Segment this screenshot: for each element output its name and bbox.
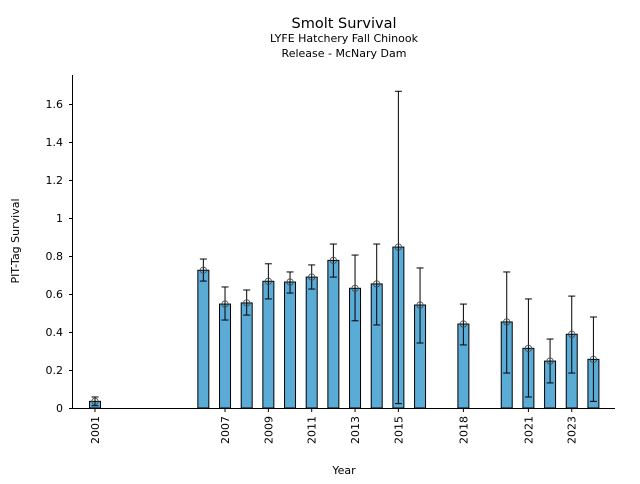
point-marker-2009	[264, 277, 272, 285]
x-tick-label: 2001	[89, 416, 102, 444]
y-tick-label: 1.2	[46, 174, 64, 187]
point-marker-2012	[329, 256, 337, 264]
y-tick-label: 1.6	[46, 98, 64, 111]
point-marker-2016	[416, 301, 424, 309]
x-tick-label: 2009	[262, 416, 275, 444]
point-marker-2024	[589, 355, 598, 363]
y-tick-label: 0.8	[46, 250, 64, 263]
point-marker-2020	[503, 318, 511, 326]
x-tick-label: 2013	[349, 416, 362, 444]
y-tick-label: 0	[56, 402, 63, 415]
y-tick-label: 0.4	[46, 326, 64, 339]
chart-title: Smolt Survival	[292, 16, 397, 32]
point-marker-2001	[91, 397, 99, 405]
chart-subtitle-line-1: LYFE Hatchery Fall Chinook	[270, 32, 419, 45]
point-marker-2021	[524, 344, 533, 352]
point-marker-2008	[243, 299, 251, 307]
point-marker-2023	[568, 330, 576, 338]
x-tick-label: 2018	[457, 416, 470, 444]
y-tick-label: 1.4	[46, 136, 64, 149]
x-tick-label: 2011	[306, 416, 319, 444]
point-marker-2007	[221, 300, 229, 308]
x-tick-label: 2021	[522, 416, 535, 444]
point-marker-2014	[373, 280, 381, 288]
x-tick-label: 2015	[392, 416, 405, 444]
point-marker-2018	[459, 320, 467, 328]
bar-2006	[197, 269, 210, 409]
x-axis-label: Year	[331, 464, 356, 477]
bar-2012	[327, 259, 340, 409]
y-tick-label: 0.2	[46, 364, 64, 377]
point-marker-2011	[308, 273, 316, 281]
y-tick-label: 1	[56, 212, 63, 225]
point-marker-2015	[394, 243, 402, 251]
plot-area	[89, 90, 600, 409]
bar-2011	[305, 276, 318, 409]
x-tick-label: 2007	[219, 416, 232, 444]
chart-subtitle-line-2: Release - McNary Dam	[282, 47, 407, 60]
point-marker-2006	[199, 266, 207, 274]
y-axis-label: PIT-Tag Survival	[9, 198, 22, 283]
bar-2010	[284, 281, 297, 409]
bar-2008	[240, 302, 253, 409]
point-marker-2013	[351, 284, 359, 292]
y-tick-label: 0.6	[46, 288, 64, 301]
x-tick-label: 2023	[566, 416, 579, 444]
point-marker-2022	[546, 357, 554, 365]
point-marker-2010	[286, 278, 294, 286]
bar-2009	[262, 280, 275, 409]
